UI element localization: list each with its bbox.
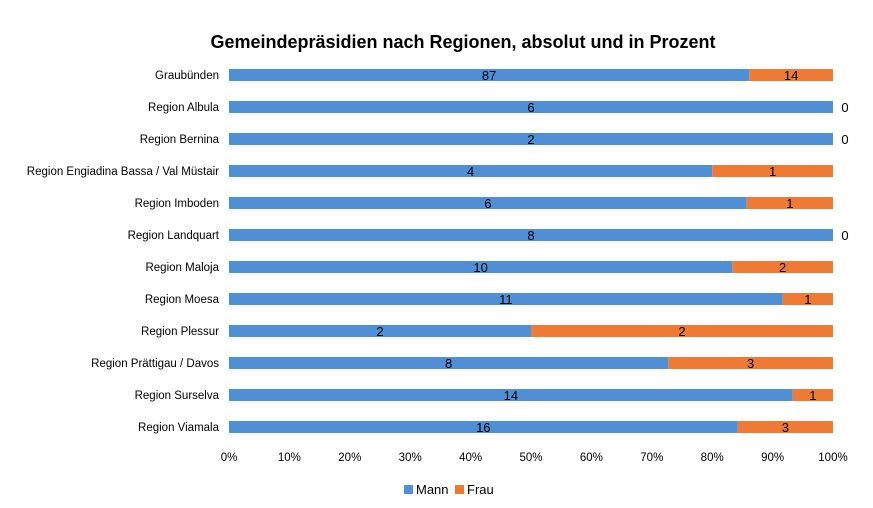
x-tick-label: 70% [640, 452, 663, 464]
category-label: Region Plessur [141, 326, 219, 338]
legend-label-frau: Frau [467, 482, 494, 497]
bar-frau [712, 165, 833, 177]
category-label: Region Engiadina Bassa / Val Müstair [27, 166, 219, 178]
data-label-mann: 4 [467, 164, 474, 179]
bar-frau [732, 261, 833, 273]
data-label-mann: 16 [476, 420, 490, 435]
data-label-mann: 6 [484, 196, 491, 211]
category-label: Region Bernina [140, 134, 220, 146]
bar-mann [229, 293, 783, 305]
data-label-frau: 0 [841, 132, 848, 147]
x-tick-label: 40% [459, 452, 482, 464]
bar-frau [746, 197, 833, 209]
x-tick-label: 0% [221, 452, 238, 464]
data-label-frau: 1 [769, 164, 776, 179]
x-tick-label: 90% [761, 452, 784, 464]
category-label: Region Albula [148, 102, 220, 114]
x-tick-label: 50% [519, 452, 542, 464]
data-label-frau: 1 [809, 388, 816, 403]
bar-frau [668, 357, 833, 369]
data-label-frau: 2 [779, 260, 786, 275]
data-label-frau: 1 [804, 292, 811, 307]
legend-label-mann: Mann [416, 482, 449, 497]
category-label: Region Prättigau / Davos [91, 358, 219, 370]
data-label-frau: 1 [786, 196, 793, 211]
bar-mann [229, 165, 713, 177]
bar-mann [229, 229, 833, 241]
x-tick-label: 80% [701, 452, 724, 464]
data-label-frau: 0 [841, 100, 848, 115]
category-label: Region Maloja [145, 262, 219, 274]
legend: Mann Frau [404, 482, 494, 497]
data-label-mann: 10 [473, 260, 487, 275]
bar-mann [229, 261, 733, 273]
bar-mann [229, 101, 833, 113]
legend-swatch-mann [404, 485, 413, 494]
bar-mann [229, 389, 793, 401]
bar-mann [229, 133, 833, 145]
bar-frau [531, 325, 833, 337]
category-label: Region Imboden [135, 198, 219, 210]
bar-mann [229, 421, 738, 433]
bar-frau [749, 69, 833, 81]
data-label-mann: 2 [527, 132, 534, 147]
bars [229, 69, 833, 433]
bar-mann [229, 325, 531, 337]
data-label-frau: 3 [782, 420, 789, 435]
category-label: Region Surselva [135, 390, 220, 402]
chart-title: Gemeindepräsidien nach Regionen, absolut… [210, 32, 715, 52]
data-label-mann: 6 [527, 100, 534, 115]
category-label: Graubünden [155, 70, 219, 82]
x-tick-label: 30% [399, 452, 422, 464]
data-label-frau: 14 [784, 68, 798, 83]
data-labels: 87 146 02 04 16 18 010 211 12 28 314 116 3 [376, 68, 848, 435]
category-label: Region Landquart [128, 230, 220, 242]
data-label-mann: 87 [482, 68, 496, 83]
legend-swatch-frau [455, 485, 464, 494]
x-tick-label: 60% [580, 452, 603, 464]
x-axis-tick-labels: 0% 10% 20% 30% 40% 50% 60% 70% 80% 90% 100% [221, 452, 848, 464]
data-label-mann: 2 [376, 324, 383, 339]
bar-frau [782, 293, 833, 305]
bar-mann [229, 69, 750, 81]
data-label-mann: 14 [504, 388, 518, 403]
category-label: Region Moesa [145, 294, 220, 306]
bar-mann [229, 357, 669, 369]
bar-frau [792, 389, 833, 401]
x-tick-label: 100% [818, 452, 847, 464]
data-label-mann: 8 [527, 228, 534, 243]
data-label-mann: 11 [499, 292, 513, 307]
x-tick-label: 10% [278, 452, 301, 464]
data-label-frau: 2 [678, 324, 685, 339]
category-label: Region Viamala [138, 422, 220, 434]
data-label-frau: 3 [747, 356, 754, 371]
bar-frau [737, 421, 833, 433]
data-label-frau: 0 [841, 228, 848, 243]
category-labels: Graubünden Region Albula Region Bernina Reg… [27, 70, 220, 434]
bar-mann [229, 197, 747, 209]
x-tick-label: 20% [338, 452, 361, 464]
data-label-mann: 8 [445, 356, 452, 371]
